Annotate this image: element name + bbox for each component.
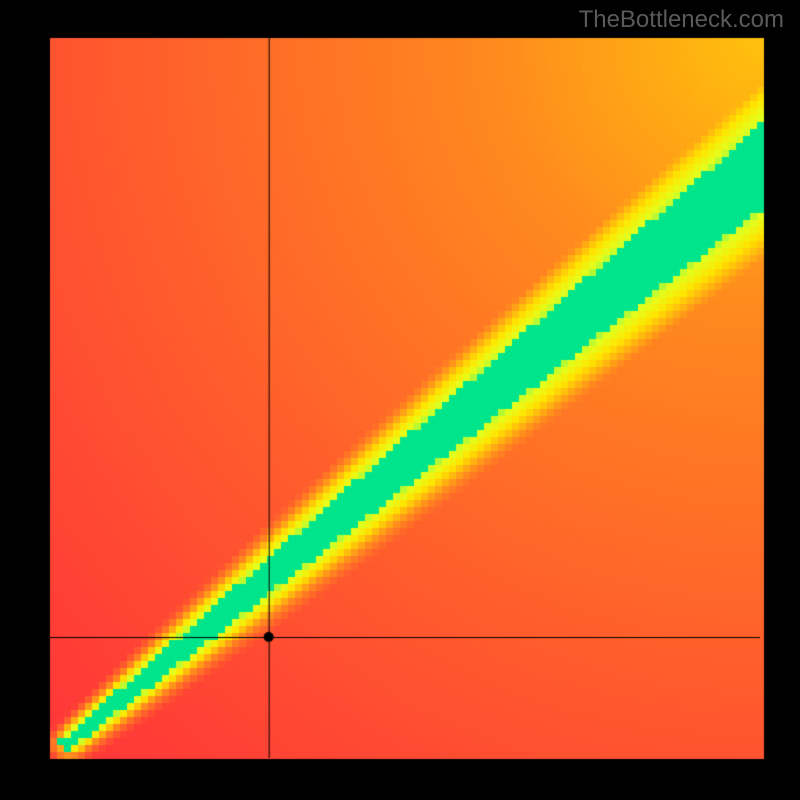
bottleneck-heatmap	[0, 0, 800, 800]
watermark-text: TheBottleneck.com	[579, 6, 784, 34]
